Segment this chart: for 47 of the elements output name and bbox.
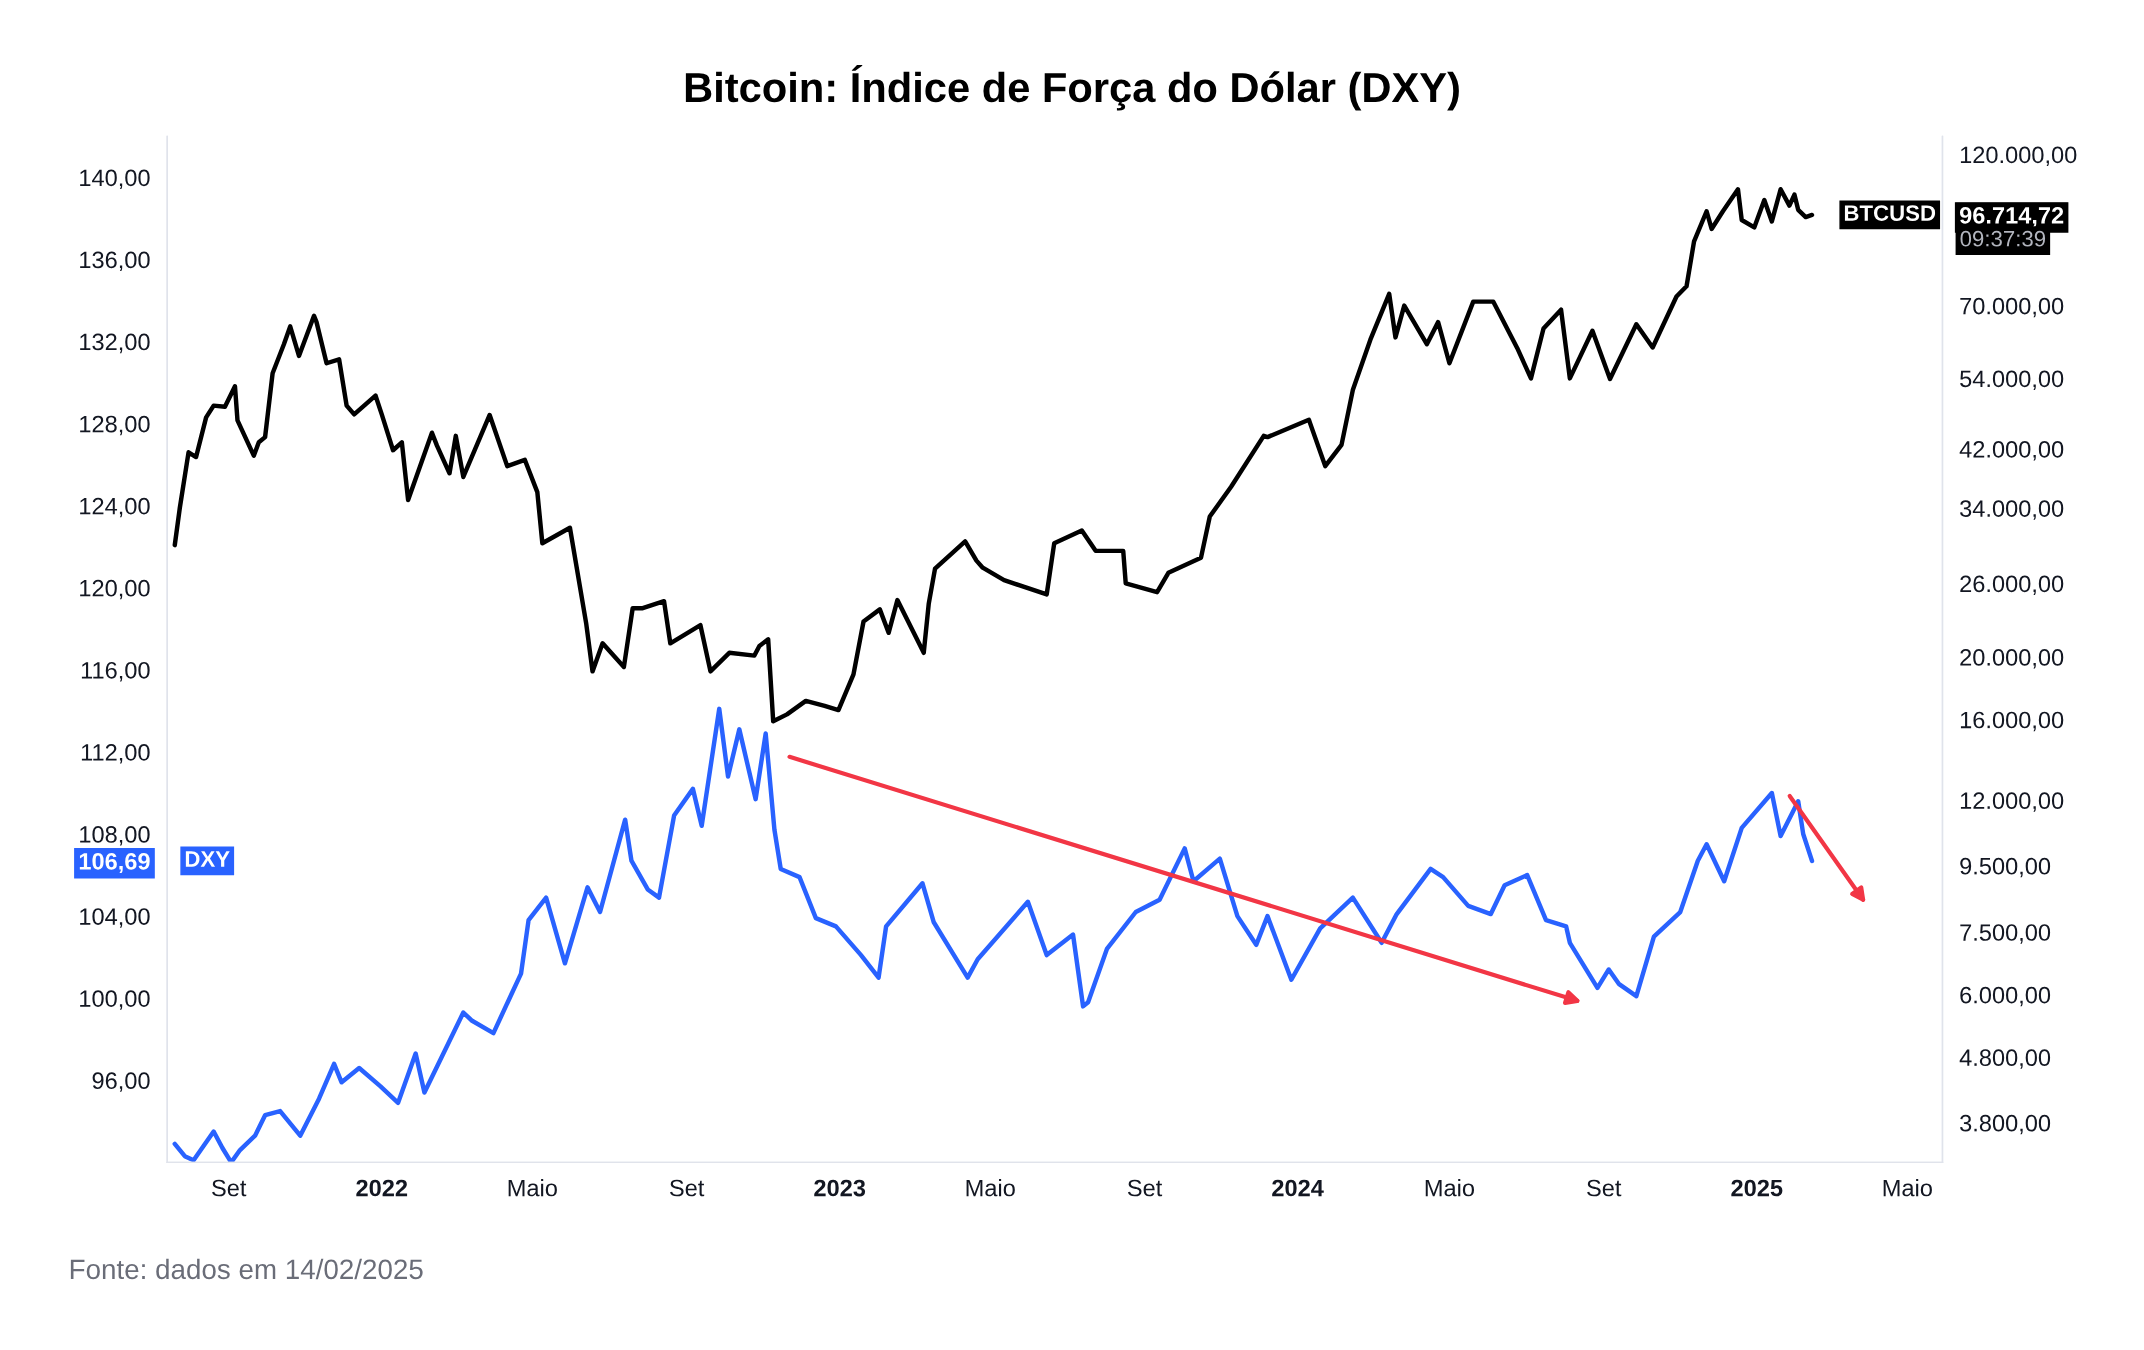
x-tick-label: Maio	[508, 1179, 557, 1197]
y-tick-label: 100,00	[80, 990, 150, 1010]
y2-tick-label: 12.000,00	[1960, 792, 2064, 812]
legend-label: DXY	[185, 851, 230, 867]
y-tick-label: 124,00	[80, 497, 150, 518]
y2-tick-label: 70.000,00	[1960, 297, 2064, 318]
y-tick-label: 108,00	[80, 826, 150, 846]
x-tick-label: Maio	[966, 1179, 1015, 1197]
y-tick-label: 120,00	[80, 579, 150, 600]
x-tick-label: 2022	[356, 1179, 408, 1197]
line-series	[172, 187, 1815, 724]
y2-tick-label: 26.000,00	[1960, 575, 2064, 595]
y-tick-label: 136,00	[80, 251, 150, 272]
x-tick-label: Maio	[1883, 1179, 1932, 1197]
text: 09:37:39	[1960, 230, 2046, 247]
x-tick-label: 2025	[1731, 1179, 1783, 1197]
x-tick-label: Set	[1127, 1179, 1163, 1197]
x-tick-label: Set	[212, 1179, 247, 1197]
y2-tick-label: 54.000,00	[1960, 370, 2064, 390]
y2-tick-label: 96.714,72	[1959, 207, 2064, 228]
y-tick-label: 140,00	[80, 169, 150, 189]
y2-tick-label: 4.800,00	[1959, 1049, 2051, 1069]
y-tick-label: 106,69	[79, 852, 150, 874]
y-tick-label: 128,00	[80, 415, 150, 436]
y2-tick-label: 6.000,00	[1960, 986, 2051, 1007]
y2-tick-label: 20.000,00	[1960, 649, 2064, 669]
x-tick-label: 2023	[814, 1179, 866, 1197]
y2-tick-label: 42.000,00	[1959, 440, 2064, 461]
line-series	[172, 706, 1815, 1163]
y2-tick-label: 3.800,00	[1960, 1114, 2051, 1135]
x-tick-label: Maio	[1425, 1179, 1475, 1197]
y2-tick-label: 7.500,00	[1960, 924, 2051, 944]
y-tick-label: 96,00	[92, 1072, 150, 1092]
y-tick-label: 116,00	[81, 661, 150, 682]
y-tick-label: 132,00	[80, 333, 150, 354]
y-tick-label: 104,00	[80, 908, 150, 928]
x-tick-label: Set	[1587, 1179, 1622, 1197]
y2-tick-label: 34.000,00	[1960, 500, 2064, 520]
x-tick-label: 2024	[1272, 1179, 1324, 1197]
source-note: Fonte: dados em 14/02/2025	[70, 1258, 423, 1280]
chart-title: Bitcoin: Índice de Força do Dólar (DXY)	[685, 64, 1459, 111]
y2-tick-label: 120.000,00	[1960, 146, 2077, 167]
x-tick-label: Set	[669, 1179, 705, 1197]
y2-tick-label: 16.000,00	[1960, 711, 2064, 732]
series-label: BTCUSD	[1844, 205, 1936, 221]
y2-tick-label: 9.500,00	[1960, 857, 2051, 878]
y-tick-label: 112,00	[81, 744, 150, 764]
